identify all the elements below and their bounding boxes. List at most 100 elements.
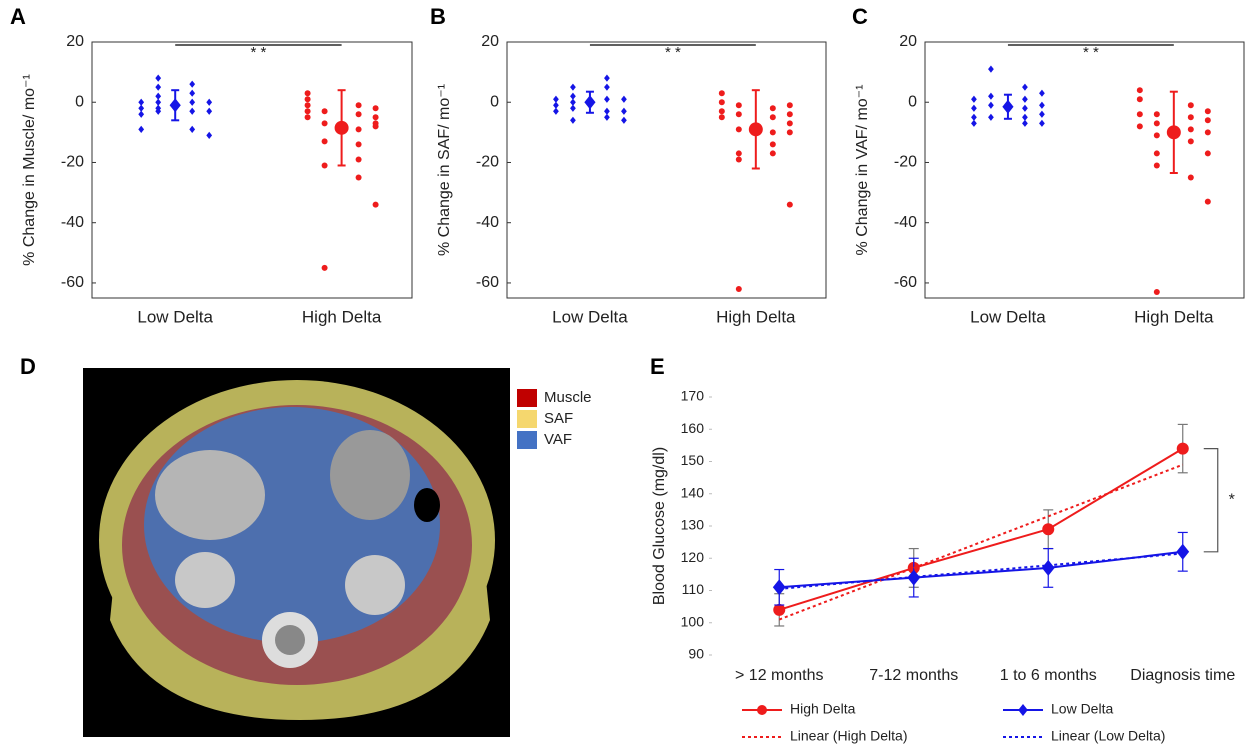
- legend-marker: [1018, 704, 1028, 716]
- series-line: [779, 550, 1183, 589]
- series-line: [778, 447, 1184, 611]
- data-point: [1187, 174, 1194, 181]
- data-point: [138, 125, 145, 133]
- data-point: [372, 105, 379, 112]
- mean-marker: [1002, 99, 1014, 114]
- mean-marker: [584, 95, 596, 110]
- kidney-left: [175, 552, 235, 608]
- legend-label: VAF: [544, 431, 572, 448]
- data-point: [321, 138, 328, 145]
- x-tick-label: 1 to 6 months: [1000, 667, 1097, 684]
- data-point: [604, 83, 610, 91]
- kidney-right: [345, 555, 405, 615]
- data-point: [155, 83, 162, 91]
- plot-box: [924, 41, 1245, 299]
- data-point: [1153, 120, 1160, 127]
- data-point: [304, 108, 311, 115]
- data-point: [769, 114, 776, 121]
- data-point: [1041, 559, 1055, 576]
- x-tick-label: Low Delta: [137, 307, 213, 326]
- data-point: [735, 102, 742, 109]
- y-tick-label: -20: [61, 154, 84, 171]
- y-tick-label: 120: [681, 549, 705, 565]
- data-point: [570, 98, 576, 106]
- data-point: [304, 102, 311, 109]
- data-point: [321, 264, 328, 271]
- data-point: [206, 131, 213, 139]
- data-point: [1204, 117, 1211, 124]
- data-point: [1022, 104, 1028, 112]
- air-pocket: [414, 488, 440, 522]
- y-tick-label: -40: [894, 214, 917, 231]
- y-tick-label: 20: [481, 33, 499, 50]
- data-point: [1039, 110, 1045, 118]
- significance-bracket: [1203, 448, 1219, 553]
- data-point: [621, 95, 627, 103]
- x-tick-label: Low Delta: [970, 307, 1046, 326]
- data-point: [138, 110, 145, 118]
- data-point: [1153, 162, 1160, 169]
- trend-line: [778, 463, 1184, 621]
- data-point: [604, 107, 610, 115]
- data-point: [138, 98, 145, 106]
- data-point: [621, 107, 627, 115]
- data-point: [1153, 111, 1160, 118]
- y-tick-label: 20: [66, 33, 84, 50]
- data-point: [735, 156, 742, 163]
- data-point: [786, 129, 793, 136]
- data-point: [1022, 113, 1028, 121]
- legend-swatch: [517, 410, 537, 428]
- y-tick-label: -40: [61, 214, 84, 231]
- data-point: [155, 92, 162, 100]
- y-axis-label: % Change in Muscle/ mo⁻¹: [21, 74, 38, 266]
- data-point: [355, 141, 362, 148]
- data-point: [769, 129, 776, 136]
- data-point: [189, 89, 196, 97]
- x-tick-label: Low Delta: [552, 307, 628, 326]
- data-point: [1153, 288, 1160, 295]
- panel-label: C: [852, 4, 868, 29]
- data-point: [304, 114, 311, 121]
- data-point: [604, 113, 610, 121]
- legend-swatch: [517, 389, 537, 407]
- y-tick-label: 90: [688, 646, 704, 662]
- significance-label: * *: [1083, 44, 1099, 61]
- data-point: [988, 101, 994, 109]
- data-point: [718, 108, 725, 115]
- panel-label: B: [430, 4, 446, 29]
- data-point: [621, 116, 627, 124]
- data-point: [988, 92, 994, 100]
- data-point: [786, 111, 793, 118]
- data-point: [355, 156, 362, 163]
- x-tick-label: High Delta: [1134, 307, 1214, 326]
- bowel: [330, 430, 410, 520]
- data-point: [1136, 87, 1143, 94]
- data-point: [971, 119, 977, 127]
- x-tick-label: High Delta: [302, 307, 382, 326]
- significance-label: * *: [250, 44, 266, 61]
- data-point: [1187, 138, 1194, 145]
- y-axis-label: % Change in SAF/ mo⁻¹: [436, 84, 453, 256]
- y-tick-label: 130: [681, 517, 705, 533]
- data-point: [735, 150, 742, 157]
- data-point: [718, 114, 725, 121]
- data-point: [1204, 108, 1211, 115]
- data-point: [1153, 132, 1160, 139]
- data-point: [786, 120, 793, 127]
- data-point: [772, 579, 786, 596]
- x-tick-label: High Delta: [716, 307, 796, 326]
- data-point: [1022, 95, 1028, 103]
- data-point: [1042, 523, 1055, 536]
- data-point: [1204, 129, 1211, 136]
- data-point: [372, 114, 379, 121]
- data-point: [155, 98, 162, 106]
- data-point: [786, 102, 793, 109]
- significance-label: *: [1229, 491, 1235, 508]
- data-point: [718, 90, 725, 97]
- y-tick-label: -60: [476, 274, 499, 291]
- data-point: [1039, 89, 1045, 97]
- y-tick-label: 170: [681, 388, 705, 404]
- significance-label: * *: [665, 44, 681, 61]
- data-point: [189, 80, 196, 88]
